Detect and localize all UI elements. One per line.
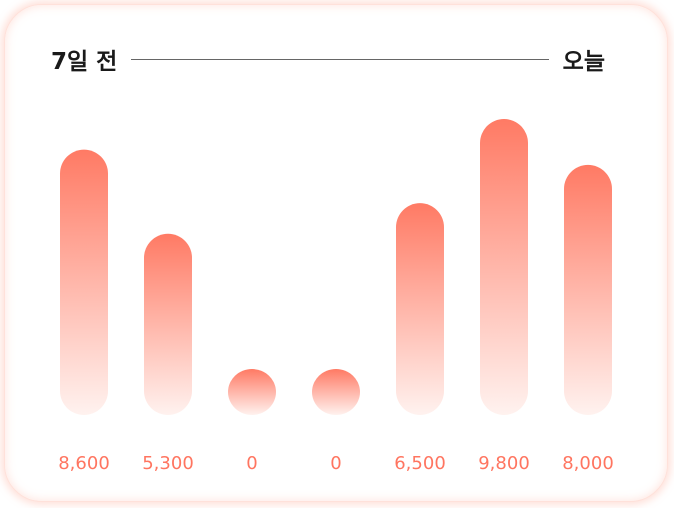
bar-1 [144, 233, 192, 415]
end-date-label: 오늘 [562, 49, 605, 75]
bar-0 [60, 149, 108, 415]
bar-value-label-0: 8,600 [58, 453, 110, 474]
date-range-line [131, 58, 549, 60]
bar-2 [228, 369, 276, 415]
bar-5 [480, 119, 528, 415]
date-range-header: 7일 전 오늘 [51, 43, 605, 75]
bar-value-label-3: 0 [330, 453, 341, 474]
bar-4 [396, 203, 444, 415]
bar-value-label-6: 8,000 [562, 453, 614, 474]
bar-value-label-1: 5,300 [142, 453, 194, 474]
bar-value-label-2: 0 [246, 453, 257, 474]
step-chart-card: 7일 전 오늘 [4, 4, 668, 502]
bar-3 [312, 369, 360, 415]
start-date-label: 7일 전 [51, 49, 118, 75]
bars-group [60, 119, 612, 415]
bar-value-label-4: 6,500 [394, 453, 446, 474]
bar-6 [564, 164, 612, 415]
value-labels-group: 8,600 5,300 0 0 6,500 9,800 8,000 [58, 453, 614, 474]
bar-value-label-5: 9,800 [478, 453, 530, 474]
